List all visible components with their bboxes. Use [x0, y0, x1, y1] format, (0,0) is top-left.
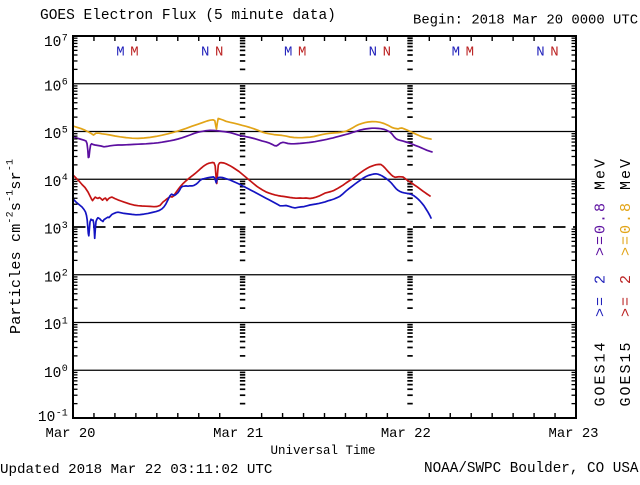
- svg-text:N: N: [550, 45, 558, 61]
- svg-text:10: 10: [44, 318, 61, 334]
- svg-text:1: 1: [62, 316, 68, 327]
- svg-text:Begin: 2018 Mar 20 0000 UTC: Begin: 2018 Mar 20 0000 UTC: [413, 13, 638, 29]
- svg-text:Mar 22: Mar 22: [381, 426, 431, 442]
- svg-text:4: 4: [62, 173, 68, 184]
- svg-text:>=0.8: >=0.8: [618, 201, 635, 256]
- svg-text:M: M: [284, 45, 292, 61]
- svg-text:N: N: [215, 45, 223, 61]
- svg-text:Mar 21: Mar 21: [213, 426, 263, 442]
- svg-text:Particles cm-2s-1sr-1: Particles cm-2s-1sr-1: [6, 159, 26, 334]
- svg-text:MeV: MeV: [593, 157, 610, 190]
- svg-text:10: 10: [44, 35, 61, 51]
- svg-text:Updated 2018 Mar 22 03:11:02 U: Updated 2018 Mar 22 03:11:02 UTC: [0, 462, 272, 478]
- svg-text:5: 5: [62, 125, 68, 136]
- svg-text:M: M: [298, 45, 306, 61]
- svg-text:NOAA/SWPC Boulder, CO USA: NOAA/SWPC Boulder, CO USA: [424, 461, 639, 477]
- svg-text:N: N: [536, 45, 544, 61]
- svg-text:M: M: [452, 45, 460, 61]
- svg-text:10: 10: [44, 79, 61, 95]
- svg-text:10: 10: [44, 175, 61, 191]
- svg-text:MeV: MeV: [618, 157, 635, 190]
- svg-text:10: 10: [44, 270, 61, 286]
- svg-text:GOES14: GOES14: [593, 340, 610, 406]
- svg-text:N: N: [383, 45, 391, 61]
- svg-text:-1: -1: [56, 409, 68, 420]
- svg-text:Universal Time: Universal Time: [270, 444, 375, 458]
- svg-text:10: 10: [44, 127, 61, 143]
- svg-text:7: 7: [62, 33, 68, 44]
- svg-text:M: M: [466, 45, 474, 61]
- svg-text:6: 6: [62, 78, 68, 89]
- svg-text:>=0.8: >=0.8: [593, 201, 610, 256]
- svg-text:M: M: [130, 45, 138, 61]
- svg-text:10: 10: [38, 410, 55, 426]
- svg-text:Mar 20: Mar 20: [45, 426, 95, 442]
- svg-text:10: 10: [44, 366, 61, 382]
- svg-text:2: 2: [62, 269, 68, 280]
- svg-text:>= 2: >= 2: [618, 273, 635, 317]
- svg-text:Mar 23: Mar 23: [548, 426, 598, 442]
- svg-text:3: 3: [62, 221, 68, 232]
- svg-text:>= 2: >= 2: [593, 273, 610, 317]
- svg-text:0: 0: [62, 364, 68, 375]
- svg-text:GOES15: GOES15: [618, 340, 635, 406]
- svg-text:M: M: [116, 45, 124, 61]
- svg-text:GOES Electron Flux (5 minute d: GOES Electron Flux (5 minute data): [40, 8, 336, 24]
- svg-text:10: 10: [44, 223, 61, 239]
- svg-text:N: N: [369, 45, 377, 61]
- svg-text:N: N: [201, 45, 209, 61]
